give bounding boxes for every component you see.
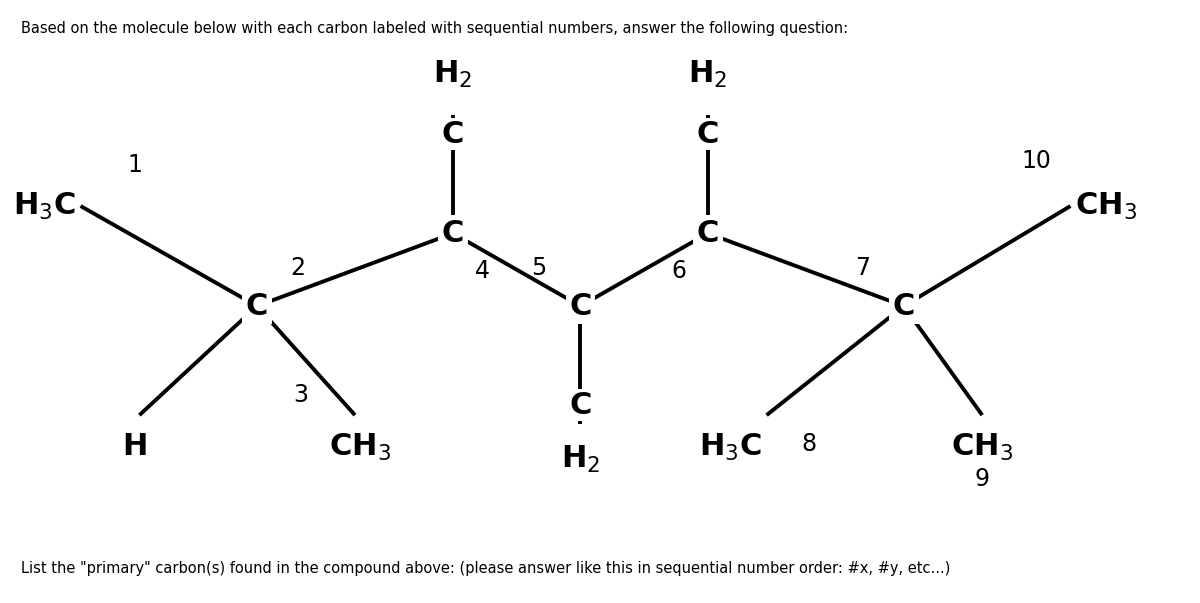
Text: 7: 7 [856, 256, 870, 280]
Text: C: C [569, 391, 592, 420]
Text: C: C [246, 291, 268, 321]
Text: 5: 5 [532, 256, 547, 280]
Text: H$_2$: H$_2$ [688, 58, 727, 90]
Text: C: C [442, 219, 464, 248]
Text: 3: 3 [294, 383, 308, 407]
Text: 6: 6 [671, 259, 686, 283]
Text: CH$_3$: CH$_3$ [329, 432, 391, 463]
Text: 10: 10 [1021, 148, 1051, 172]
Text: Based on the molecule below with each carbon labeled with sequential numbers, an: Based on the molecule below with each ca… [22, 21, 848, 36]
Text: H: H [122, 432, 148, 461]
Text: 9: 9 [974, 467, 990, 491]
Text: List the "primary" carbon(s) found in the compound above: (please answer like th: List the "primary" carbon(s) found in th… [22, 561, 950, 576]
Text: H$_3$C: H$_3$C [700, 432, 762, 463]
Text: C: C [697, 219, 719, 248]
Text: H$_2$: H$_2$ [560, 444, 600, 475]
Text: H$_3$C: H$_3$C [13, 191, 76, 221]
Text: 1: 1 [127, 153, 142, 177]
Text: 2: 2 [290, 256, 306, 280]
Text: C: C [893, 291, 914, 321]
Text: CH$_3$: CH$_3$ [1075, 191, 1138, 221]
Text: C: C [442, 119, 464, 149]
Text: 8: 8 [800, 432, 816, 455]
Text: C: C [697, 119, 719, 149]
Text: CH$_3$: CH$_3$ [952, 432, 1013, 463]
Text: H$_2$: H$_2$ [433, 58, 473, 90]
Text: C: C [569, 291, 592, 321]
Text: 4: 4 [475, 259, 490, 283]
